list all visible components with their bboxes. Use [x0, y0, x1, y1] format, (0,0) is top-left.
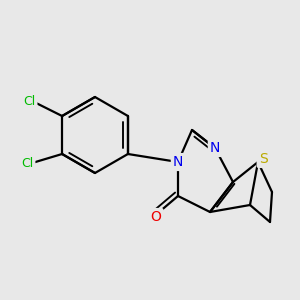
Text: S: S [259, 152, 267, 166]
Text: Cl: Cl [23, 95, 36, 108]
Text: O: O [151, 210, 161, 224]
Text: Cl: Cl [21, 157, 34, 170]
Text: N: N [173, 155, 183, 169]
Text: N: N [210, 141, 220, 155]
